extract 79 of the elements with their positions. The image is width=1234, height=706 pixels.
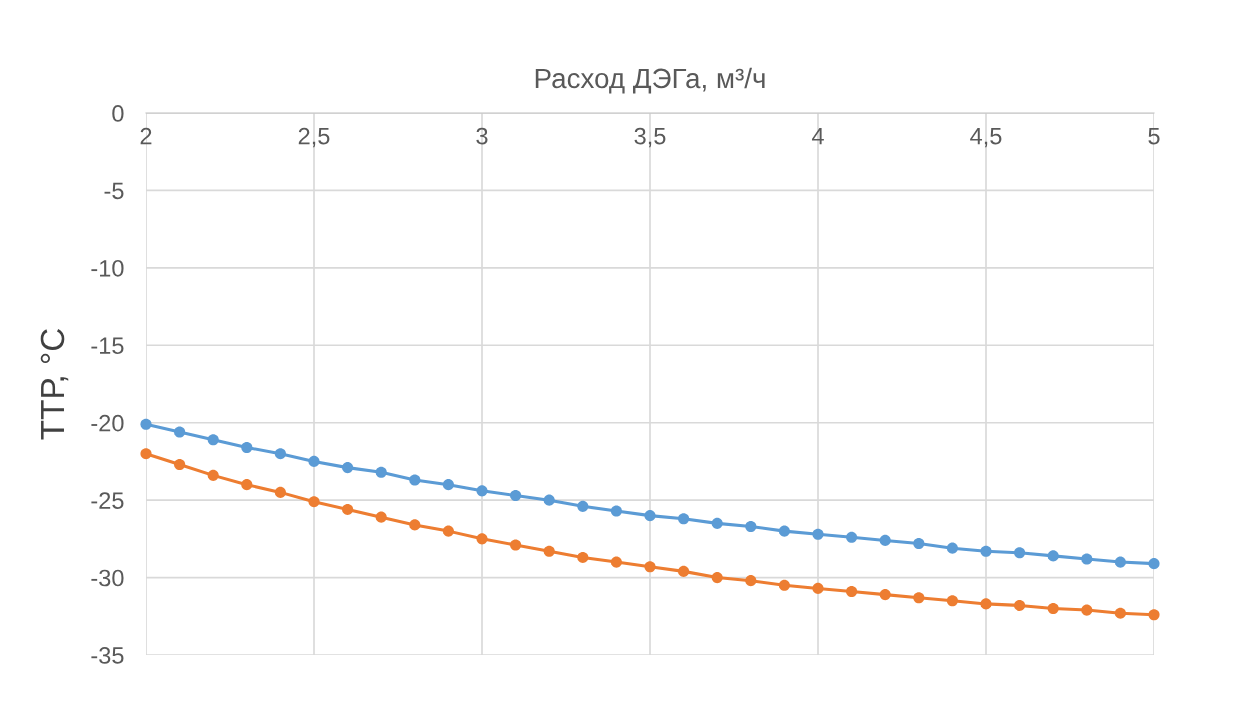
point — [1114, 607, 1126, 619]
point — [1114, 556, 1126, 568]
point — [207, 469, 219, 481]
point — [980, 598, 992, 610]
point — [174, 458, 186, 471]
point — [879, 534, 891, 546]
point — [980, 545, 992, 557]
x-tick-label: 2 — [140, 127, 152, 145]
point — [711, 572, 723, 584]
y-tick-label: -35 — [91, 647, 124, 664]
point — [476, 485, 488, 497]
point — [946, 595, 958, 607]
point — [644, 561, 656, 573]
point — [812, 528, 824, 540]
y-tick-label: -10 — [91, 259, 124, 277]
point — [375, 511, 387, 523]
y-tick-label: -25 — [91, 492, 124, 509]
point — [577, 500, 589, 512]
point — [846, 585, 858, 598]
point — [913, 592, 925, 604]
point — [913, 537, 925, 550]
point — [1047, 550, 1059, 562]
x-tick-label: 4,5 — [970, 127, 1002, 148]
y-axis-title: ТТР, °С — [40, 328, 69, 440]
point — [812, 582, 824, 594]
point — [644, 510, 656, 522]
point — [577, 551, 589, 563]
point — [711, 517, 723, 529]
point — [476, 533, 488, 545]
point — [1014, 599, 1026, 611]
point — [778, 525, 790, 537]
x-tick-label: 4 — [811, 127, 824, 145]
point — [510, 489, 522, 502]
point — [678, 513, 690, 525]
point — [879, 589, 891, 601]
point — [610, 505, 622, 517]
point — [846, 531, 858, 543]
point — [510, 539, 522, 551]
point — [140, 448, 152, 460]
point — [778, 579, 790, 591]
point — [241, 479, 253, 491]
point — [745, 520, 757, 533]
x-axis-title: Расход ДЭГа, м³/ч — [535, 67, 765, 94]
x-tick-label: 3,5 — [634, 127, 666, 148]
point — [375, 466, 387, 478]
point — [442, 525, 454, 537]
point — [610, 556, 622, 568]
point — [174, 426, 186, 438]
point — [342, 503, 354, 515]
point — [140, 418, 152, 430]
point — [1081, 604, 1093, 616]
point — [543, 545, 555, 557]
point — [342, 462, 354, 474]
point — [308, 455, 320, 467]
point — [543, 494, 555, 506]
point — [409, 519, 421, 531]
point — [1081, 553, 1093, 565]
y-tick-label: -20 — [91, 414, 124, 432]
point — [745, 575, 757, 587]
point — [678, 565, 690, 577]
point — [1148, 609, 1160, 621]
point — [1047, 602, 1059, 615]
point — [409, 474, 421, 486]
point — [1148, 558, 1160, 570]
point — [442, 479, 454, 491]
y-tick-label: -15 — [91, 337, 124, 355]
point — [946, 542, 958, 554]
y-tick-label: -5 — [104, 182, 124, 200]
x-tick-label: 3 — [476, 127, 488, 145]
point — [241, 441, 253, 454]
y-tick-label: 0 — [112, 105, 124, 122]
x-tick-label: 5 — [1148, 127, 1160, 145]
y-tick-label: -30 — [91, 569, 124, 587]
point — [308, 496, 320, 508]
point — [274, 448, 286, 460]
x-tick-label: 2,5 — [298, 127, 330, 148]
point — [1014, 547, 1026, 559]
point — [207, 434, 219, 446]
point — [274, 486, 286, 498]
